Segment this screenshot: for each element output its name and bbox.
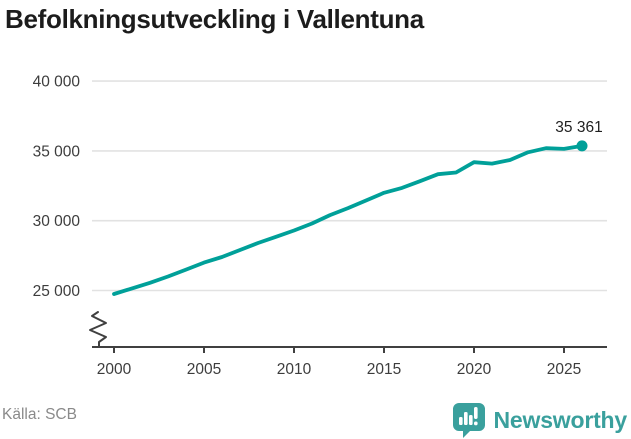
x-axis-label: 2000 [97, 361, 132, 378]
end-point-marker [576, 140, 588, 152]
y-axis-label: 40 000 [33, 74, 81, 91]
y-axis-label: 25 000 [33, 283, 81, 300]
newsworthy-badge-icon [452, 402, 485, 438]
newsworthy-logo: Newsworthy [452, 401, 627, 439]
axis-break-icon [89, 311, 107, 348]
y-axis-label: 35 000 [33, 143, 81, 160]
x-axis-label: 2025 [547, 361, 581, 378]
newsworthy-wordmark: Newsworthy [493, 406, 628, 433]
x-axis-label: 2010 [277, 361, 312, 378]
chart-title: Befolkningsutveckling i Vallentuna [5, 4, 424, 34]
source-label: Källa: SCB [2, 406, 77, 423]
x-axis-label: 2005 [187, 361, 221, 378]
population-line [112, 143, 584, 296]
end-value-label: 35 361 [555, 119, 602, 136]
x-axis-label: 2015 [367, 361, 401, 378]
y-axis-label: 30 000 [33, 213, 81, 230]
x-axis-label: 2020 [457, 361, 492, 378]
